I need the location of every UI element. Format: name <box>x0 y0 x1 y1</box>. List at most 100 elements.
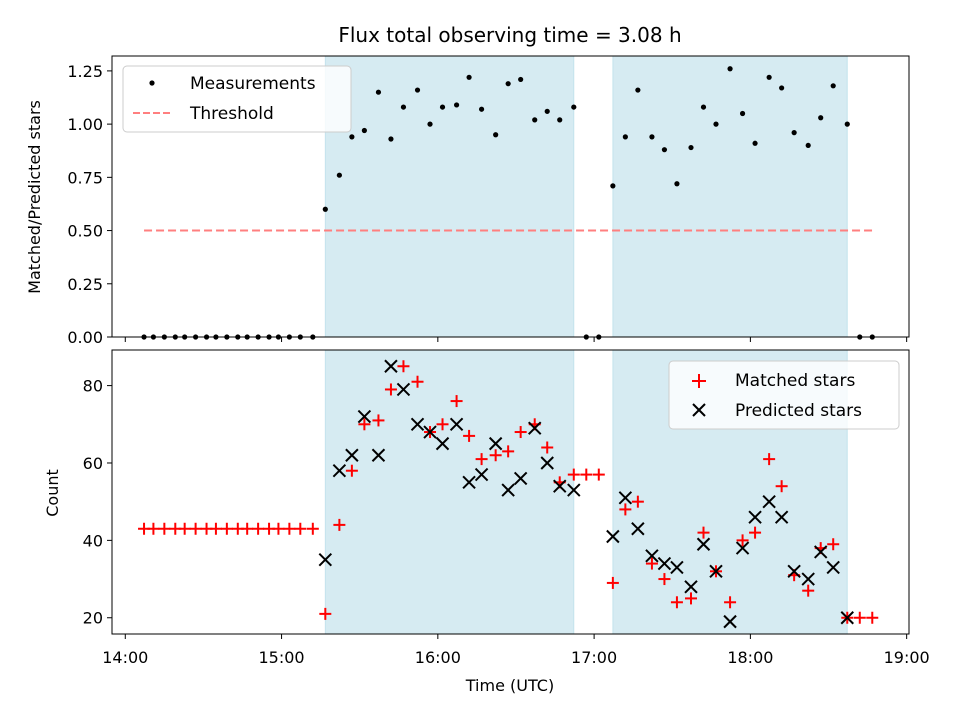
measurement-point <box>700 104 707 110</box>
measurement-point <box>830 83 836 89</box>
bottom-y-tick-label: 20 <box>83 609 103 628</box>
matched-star-point <box>209 522 222 535</box>
measurement-point <box>427 121 433 127</box>
matched-star-point <box>749 526 762 539</box>
measurement-point <box>791 130 797 136</box>
predicted-star-point <box>723 614 737 629</box>
predicted-star-stroke-b <box>528 421 542 435</box>
predicted-star-stroke-b <box>696 537 711 551</box>
predicted-star-point <box>345 448 359 462</box>
matched-star-point <box>606 576 619 589</box>
top-y-tick-label: 0.00 <box>67 328 103 347</box>
bottom-axes-frame <box>111 349 910 635</box>
predicted-star-stroke-b <box>684 580 698 594</box>
measurement-point <box>674 181 680 187</box>
matched-star-point <box>411 375 424 388</box>
predicted-star-stroke-b <box>735 541 750 555</box>
bottom-y-axis-label: Count <box>43 469 62 517</box>
predicted-star-stroke-b <box>332 464 347 478</box>
matched-star-point <box>853 611 866 624</box>
predicted-star-stroke-b <box>553 479 567 493</box>
measurement-point <box>727 66 733 72</box>
bottom-axes-ticks: 20 40 60 80 14:00 15:00 16:00 17:00 18:00 19:00 <box>83 377 930 667</box>
top-legend-box <box>122 65 352 133</box>
measurement-point <box>505 81 511 87</box>
predicted-star-stroke-b <box>462 475 476 490</box>
bottom-series <box>138 359 879 629</box>
measurement-point <box>453 102 460 108</box>
predicted-star-stroke-b <box>606 529 620 544</box>
matched-star-point <box>502 445 515 458</box>
predicted-star-point <box>696 537 711 551</box>
predicted-legend-marker <box>692 403 706 417</box>
matched-star-point <box>697 526 710 539</box>
matched-star-point <box>283 522 296 535</box>
predicted-star-stroke-b <box>513 471 528 486</box>
predicted-star-stroke-b <box>762 494 776 509</box>
matched-legend-label: Matched stars <box>735 371 855 391</box>
measurement-point <box>713 121 719 127</box>
predicted-star-point <box>318 553 333 567</box>
count-panel: 20 40 60 80 14:00 15:00 16:00 17:00 18:00 19:00 C… <box>43 349 930 695</box>
measurement-point <box>544 108 550 114</box>
x-tick-label: 19:00 <box>884 648 930 667</box>
matched-star-point <box>736 534 749 547</box>
top-y-tick-label: 1.25 <box>67 62 103 81</box>
matched-star-point <box>450 395 463 408</box>
predicted-star-stroke-b <box>423 425 437 439</box>
predicted-star-point <box>462 475 476 490</box>
matched-star-point <box>802 584 815 597</box>
measurement-point <box>322 206 328 212</box>
matched-star-point <box>541 441 554 454</box>
predicted-star-point <box>813 545 828 559</box>
predicted-star-point <box>709 564 723 579</box>
measurements-legend-marker <box>149 80 155 86</box>
predicted-star-stroke-b <box>787 564 801 579</box>
top-axes-frame <box>111 55 910 338</box>
matched-star-point <box>189 522 202 535</box>
predicted-star-point <box>801 572 815 586</box>
x-tick-label: 15:00 <box>259 648 305 667</box>
measurement-point <box>571 104 577 110</box>
predicted-star-stroke-b <box>540 456 554 470</box>
predicted-star-point <box>332 464 347 478</box>
matched-star-point <box>272 522 285 535</box>
predicted-star-stroke-b <box>645 549 659 563</box>
measurement-point <box>518 76 524 83</box>
predicted-star-point <box>384 359 398 373</box>
top-shaded-intervals <box>324 55 848 338</box>
matched-star-point <box>333 518 346 531</box>
bottom-shaded-intervals <box>324 349 848 635</box>
matched-star-point <box>436 418 449 431</box>
x-tick-label: 16:00 <box>415 648 461 667</box>
matched-star-point <box>294 522 307 535</box>
predicted-star-point <box>684 580 698 594</box>
matched-star-point <box>463 429 476 442</box>
matched-star-point <box>147 522 160 535</box>
predicted-star-stroke-b <box>631 522 645 536</box>
predicted-star-point <box>540 456 554 470</box>
measurement-point <box>752 140 758 146</box>
measurement-point <box>439 104 446 110</box>
top-y-axis-label: Matched/Predicted stars <box>25 100 44 294</box>
top-axes-ticks: 0.00 0.25 0.50 0.75 1.00 1.25 <box>67 62 908 347</box>
measurement-point <box>661 147 668 153</box>
predicted-star-point <box>787 564 801 579</box>
measurement-point <box>388 136 394 142</box>
matched-star-point <box>592 468 605 481</box>
matched-legend-marker <box>692 374 706 388</box>
predicted-star-point <box>423 425 437 439</box>
matched-star-point <box>178 522 191 535</box>
predicted-star-point <box>748 510 762 524</box>
predicted-star-stroke-b <box>501 483 515 497</box>
ratio-panel: 0.00 0.25 0.50 0.75 1.00 1.25 Flux total obse… <box>25 23 910 347</box>
matched-star-point <box>866 611 879 624</box>
measurement-point <box>466 74 472 80</box>
predicted-star-point <box>474 467 489 482</box>
matched-star-point <box>658 573 671 586</box>
measurement-point <box>610 183 616 189</box>
matched-star-point <box>645 557 658 570</box>
matched-star-point <box>775 480 788 493</box>
predicted-star-point <box>762 494 776 509</box>
